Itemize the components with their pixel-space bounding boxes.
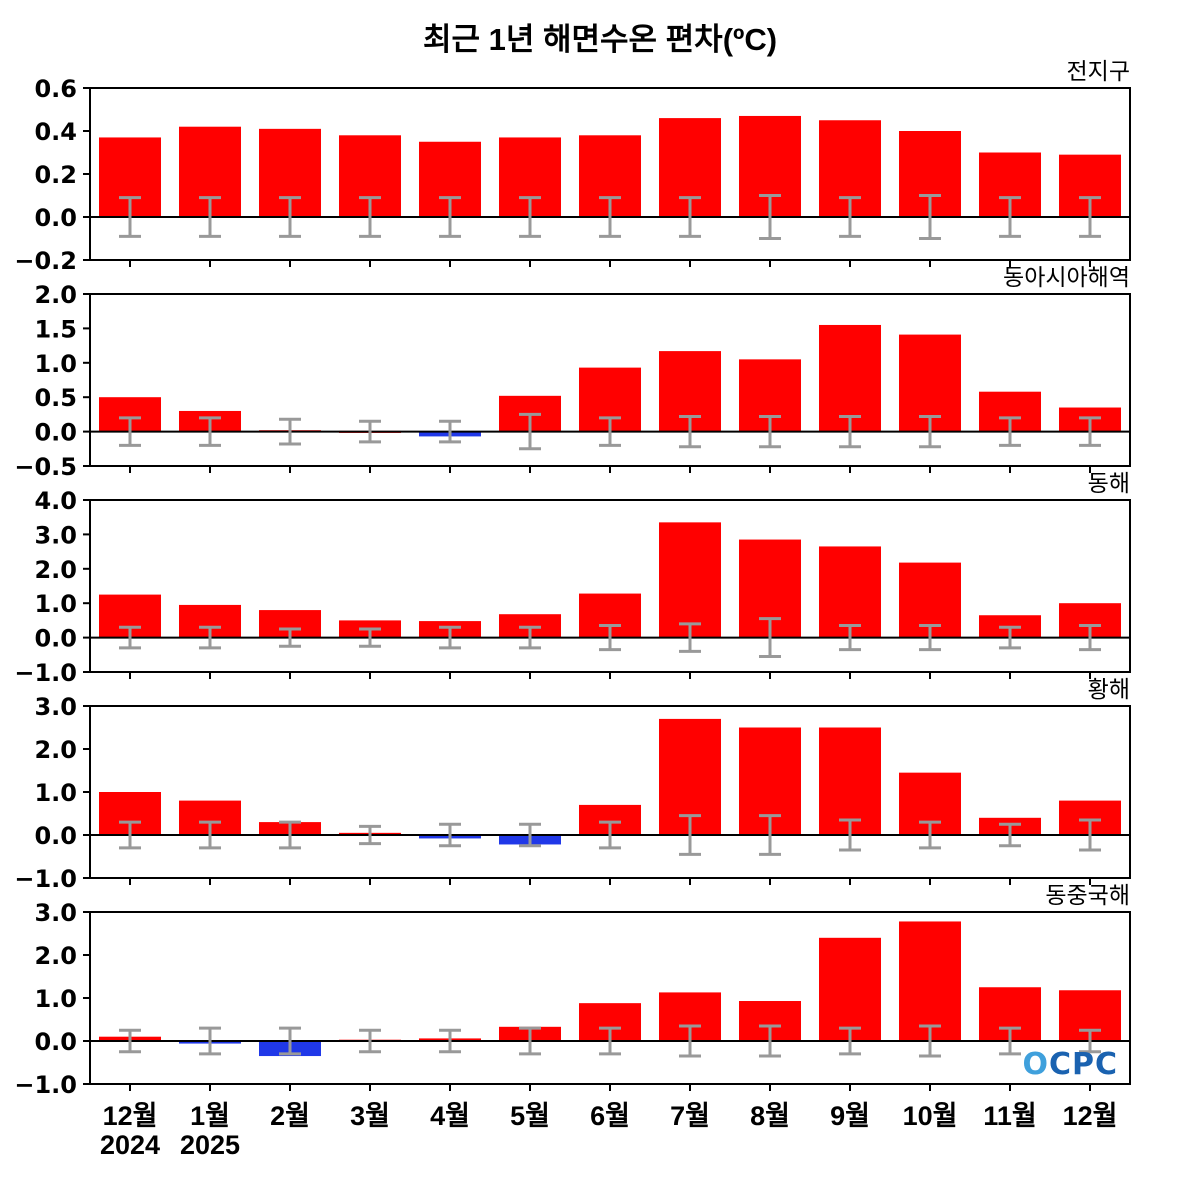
bar <box>899 921 961 1041</box>
y-tick-label: 2.0 <box>34 281 77 309</box>
plot-global: 0.6 0.4 0.2 0.0 −0.2 <box>14 75 1131 275</box>
y-tick-label: 2.0 <box>34 942 77 970</box>
y-tick-label: 0.6 <box>34 75 77 103</box>
x-axis-label: 3월 <box>350 1101 390 1131</box>
bar <box>819 324 881 432</box>
plot-frame <box>89 911 1131 1085</box>
year-label: 2025 <box>179 1130 241 1160</box>
y-tick-label: −1.0 <box>14 1071 77 1099</box>
y-tick-label: 0.2 <box>34 161 77 189</box>
panel-east-sea: 동해 4.0 3.0 2.0 1.0 0.0 −1.0 <box>0 470 1200 687</box>
x-axis-label: 12월 <box>102 1101 158 1131</box>
y-tick-label: −1.0 <box>14 865 77 893</box>
x-axis-label: 12월 <box>1062 1101 1118 1131</box>
chart-title: 최근 1년 해면수온 편차(ºC) <box>422 22 778 57</box>
y-tick-label: 0.0 <box>34 1028 77 1056</box>
y-tick-label: 3.0 <box>34 899 77 927</box>
y-tick-label: −1.0 <box>14 659 77 687</box>
y-tick-label: 0.0 <box>34 204 77 232</box>
plot-frame <box>89 705 1131 879</box>
bar <box>819 727 881 835</box>
y-tick-label: 0.4 <box>34 118 77 146</box>
y-tick-label: 3.0 <box>34 521 77 549</box>
y-tick-label: 1.0 <box>34 350 77 378</box>
y-tick-label: 0.0 <box>34 625 77 653</box>
y-tick-label: 2.0 <box>34 556 77 584</box>
panel-title-east-asia: 동아시아해역 <box>1003 264 1130 290</box>
y-tick-label: 4.0 <box>34 487 77 515</box>
x-axis-label: 5월 <box>510 1101 550 1131</box>
y-tick-label: −0.5 <box>14 453 77 481</box>
panel-title-global: 전지구 <box>1066 58 1130 84</box>
year-labels: 2024 2025 <box>0 1130 1200 1170</box>
y-tick-label: −0.2 <box>14 247 77 275</box>
panel-title-east-china-sea: 동중국해 <box>1045 882 1130 908</box>
x-axis-labels: 12월 1월 2월 3월 4월 5월 6월 7월 8월 9월 10월 11월 12월 <box>0 1094 1200 1131</box>
panel-east-asia: 동아시아해역 2.0 1.5 1.0 0.5 0.0 −0.5 <box>0 264 1200 481</box>
plot-east-sea: 4.0 3.0 2.0 1.0 0.0 −1.0 <box>14 487 1131 687</box>
x-axis-label: 9월 <box>830 1101 870 1131</box>
plot-yellow-sea: 3.0 2.0 1.0 0.0 −1.0 <box>14 693 1131 893</box>
x-axis-label: 10월 <box>902 1101 958 1131</box>
x-axis-label: 8월 <box>750 1101 790 1131</box>
y-tick-label: 1.0 <box>34 590 77 618</box>
y-tick-label: 0.0 <box>34 822 77 850</box>
panel-title-east-sea: 동해 <box>1087 470 1130 496</box>
panel-east-china-sea: 동중국해 3.0 2.0 1.0 0.0 −1.0 OCPC <box>0 882 1200 1099</box>
year-label: 2024 <box>99 1130 161 1160</box>
y-tick-label: 1.0 <box>34 779 77 807</box>
y-tick-label: 0.0 <box>34 419 77 447</box>
x-axis-label: 4월 <box>430 1101 470 1131</box>
x-axis-label: 2월 <box>270 1101 310 1131</box>
panel-title-yellow-sea: 황해 <box>1087 676 1130 702</box>
panel-yellow-sea: 황해 3.0 2.0 1.0 0.0 −1.0 <box>0 676 1200 893</box>
x-axis-label: 1월 <box>190 1101 230 1131</box>
bar <box>819 546 881 638</box>
ocpc-logo: OCPC <box>1022 1047 1118 1082</box>
x-axis-label: 7월 <box>670 1101 710 1131</box>
bar <box>659 522 721 638</box>
x-axis-label: 6월 <box>590 1101 630 1131</box>
bar <box>819 937 881 1041</box>
y-tick-label: 1.5 <box>34 315 77 343</box>
y-tick-label: 2.0 <box>34 736 77 764</box>
y-tick-label: 3.0 <box>34 693 77 721</box>
y-tick-label: 0.5 <box>34 384 77 412</box>
panel-global: 전지구 0.6 0.4 0.2 0.0 −0.2 <box>0 58 1200 275</box>
y-tick-label: 1.0 <box>34 985 77 1013</box>
plot-east-asia: 2.0 1.5 1.0 0.5 0.0 −0.5 <box>14 281 1131 481</box>
x-axis-label: 11월 <box>983 1101 1037 1131</box>
plot-east-china-sea: 3.0 2.0 1.0 0.0 −1.0 OCPC <box>14 899 1131 1099</box>
